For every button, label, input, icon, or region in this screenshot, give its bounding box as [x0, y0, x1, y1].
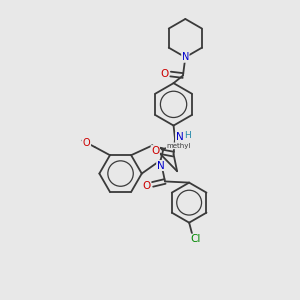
Text: O: O	[160, 69, 168, 79]
Text: N: N	[176, 132, 183, 142]
Text: O: O	[142, 181, 150, 190]
Text: O: O	[82, 138, 91, 148]
Text: methyl: methyl	[166, 143, 191, 149]
Text: N: N	[182, 52, 189, 62]
Text: Cl: Cl	[190, 234, 201, 244]
Text: O: O	[151, 146, 159, 156]
Text: N: N	[157, 160, 164, 170]
Text: H: H	[184, 131, 191, 140]
Text: O: O	[83, 138, 91, 148]
